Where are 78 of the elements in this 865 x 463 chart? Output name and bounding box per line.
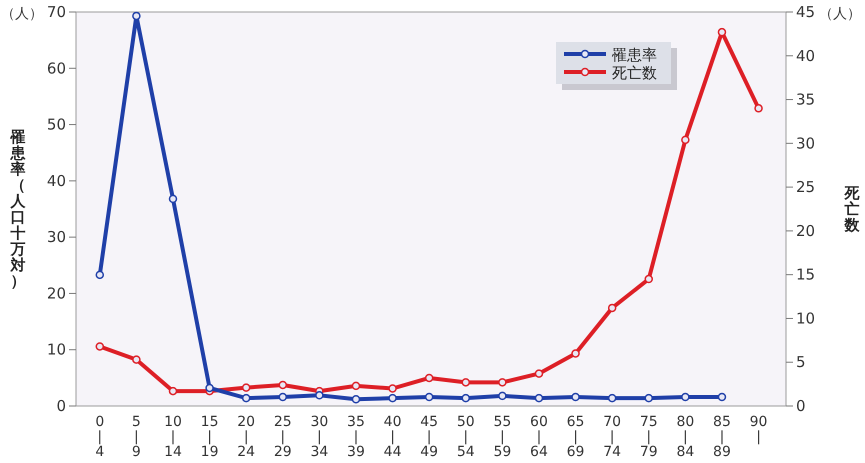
x-tick-label: 25 | 29 [274, 414, 292, 460]
point [608, 394, 616, 402]
x-tick-label: 5 | 9 [132, 414, 141, 460]
point [132, 355, 141, 364]
x-tick-label: 85 | 89 [713, 414, 731, 460]
text: （人） [1, 6, 43, 22]
point [168, 194, 178, 204]
x-tick-label: 90 | [750, 414, 768, 445]
x-tick-label: 15 | 19 [200, 414, 218, 460]
x-tick-label: 45 | 49 [420, 414, 438, 460]
point [242, 383, 250, 392]
y-tick-label: 20 [46, 284, 66, 302]
x-tick-label: 0 | 4 [95, 414, 104, 460]
point [718, 28, 726, 36]
point [754, 104, 763, 113]
y2-tick-label: 5 [796, 353, 806, 372]
x-tick-label: 70 | 74 [603, 414, 622, 460]
x-tick-label: 75 | 79 [640, 414, 658, 460]
point [644, 394, 654, 402]
x-tick-label: 80 | 84 [676, 414, 694, 460]
y-tick-label: 10 [46, 340, 66, 359]
point [534, 394, 544, 402]
point [352, 394, 360, 404]
point [534, 369, 544, 378]
y2-tick-label: 45 [796, 3, 816, 21]
point [168, 386, 178, 396]
point [424, 392, 434, 402]
point [242, 394, 250, 402]
point [96, 342, 104, 351]
x-tick-label: 60 | 64 [530, 414, 548, 460]
y2-tick-label: 0 [796, 397, 806, 415]
y2-tick-label: 25 [796, 178, 816, 196]
point [498, 378, 507, 387]
y2-tick-label: 30 [796, 134, 816, 152]
y2-tick-label: 35 [796, 90, 816, 109]
x-tick-label: 50 | 54 [456, 414, 475, 460]
point [278, 380, 288, 390]
y2-tick-label: 40 [796, 46, 816, 65]
point [608, 304, 616, 312]
y2-tick-label: 10 [796, 309, 816, 328]
x-tick-label: 40 | 44 [384, 414, 402, 460]
x-tick-label: 65 | 69 [566, 414, 584, 460]
x-tick-label: 20 | 24 [237, 414, 256, 460]
point [424, 374, 434, 382]
point [352, 382, 360, 390]
text: 罹患率（人口十万対） [10, 128, 26, 290]
point [571, 349, 580, 358]
legend-label: 罹患率 [611, 46, 657, 64]
point [681, 392, 690, 402]
point [644, 274, 654, 284]
y-tick-label: 0 [56, 397, 66, 415]
point [388, 394, 397, 402]
y-tick-label: 40 [46, 172, 66, 190]
point [681, 136, 690, 144]
x-tick-label: 55 | 59 [493, 414, 512, 460]
y-tick-label: 70 [46, 3, 66, 21]
point [718, 392, 726, 402]
text: （人） [819, 6, 861, 22]
point [388, 384, 397, 393]
y2-tick-label: 20 [796, 222, 816, 240]
point [315, 391, 324, 400]
y-tick-label: 30 [46, 228, 66, 246]
point [571, 392, 580, 402]
y2-tick-label: 15 [796, 266, 816, 284]
point [278, 392, 288, 402]
point [205, 384, 214, 392]
x-tick-label: 10 | 14 [164, 414, 182, 460]
point [132, 12, 141, 20]
point [462, 378, 470, 387]
point [96, 270, 104, 280]
y-tick-label: 50 [46, 116, 66, 134]
x-tick-label: 35 | 39 [347, 414, 365, 460]
point [462, 394, 470, 402]
y2-axis-title: 死亡数 [844, 184, 860, 234]
y-tick-label: 60 [46, 59, 66, 78]
x-tick-label: 30 | 34 [310, 414, 328, 460]
legend-label: 死亡数 [612, 64, 657, 82]
point [498, 392, 507, 400]
